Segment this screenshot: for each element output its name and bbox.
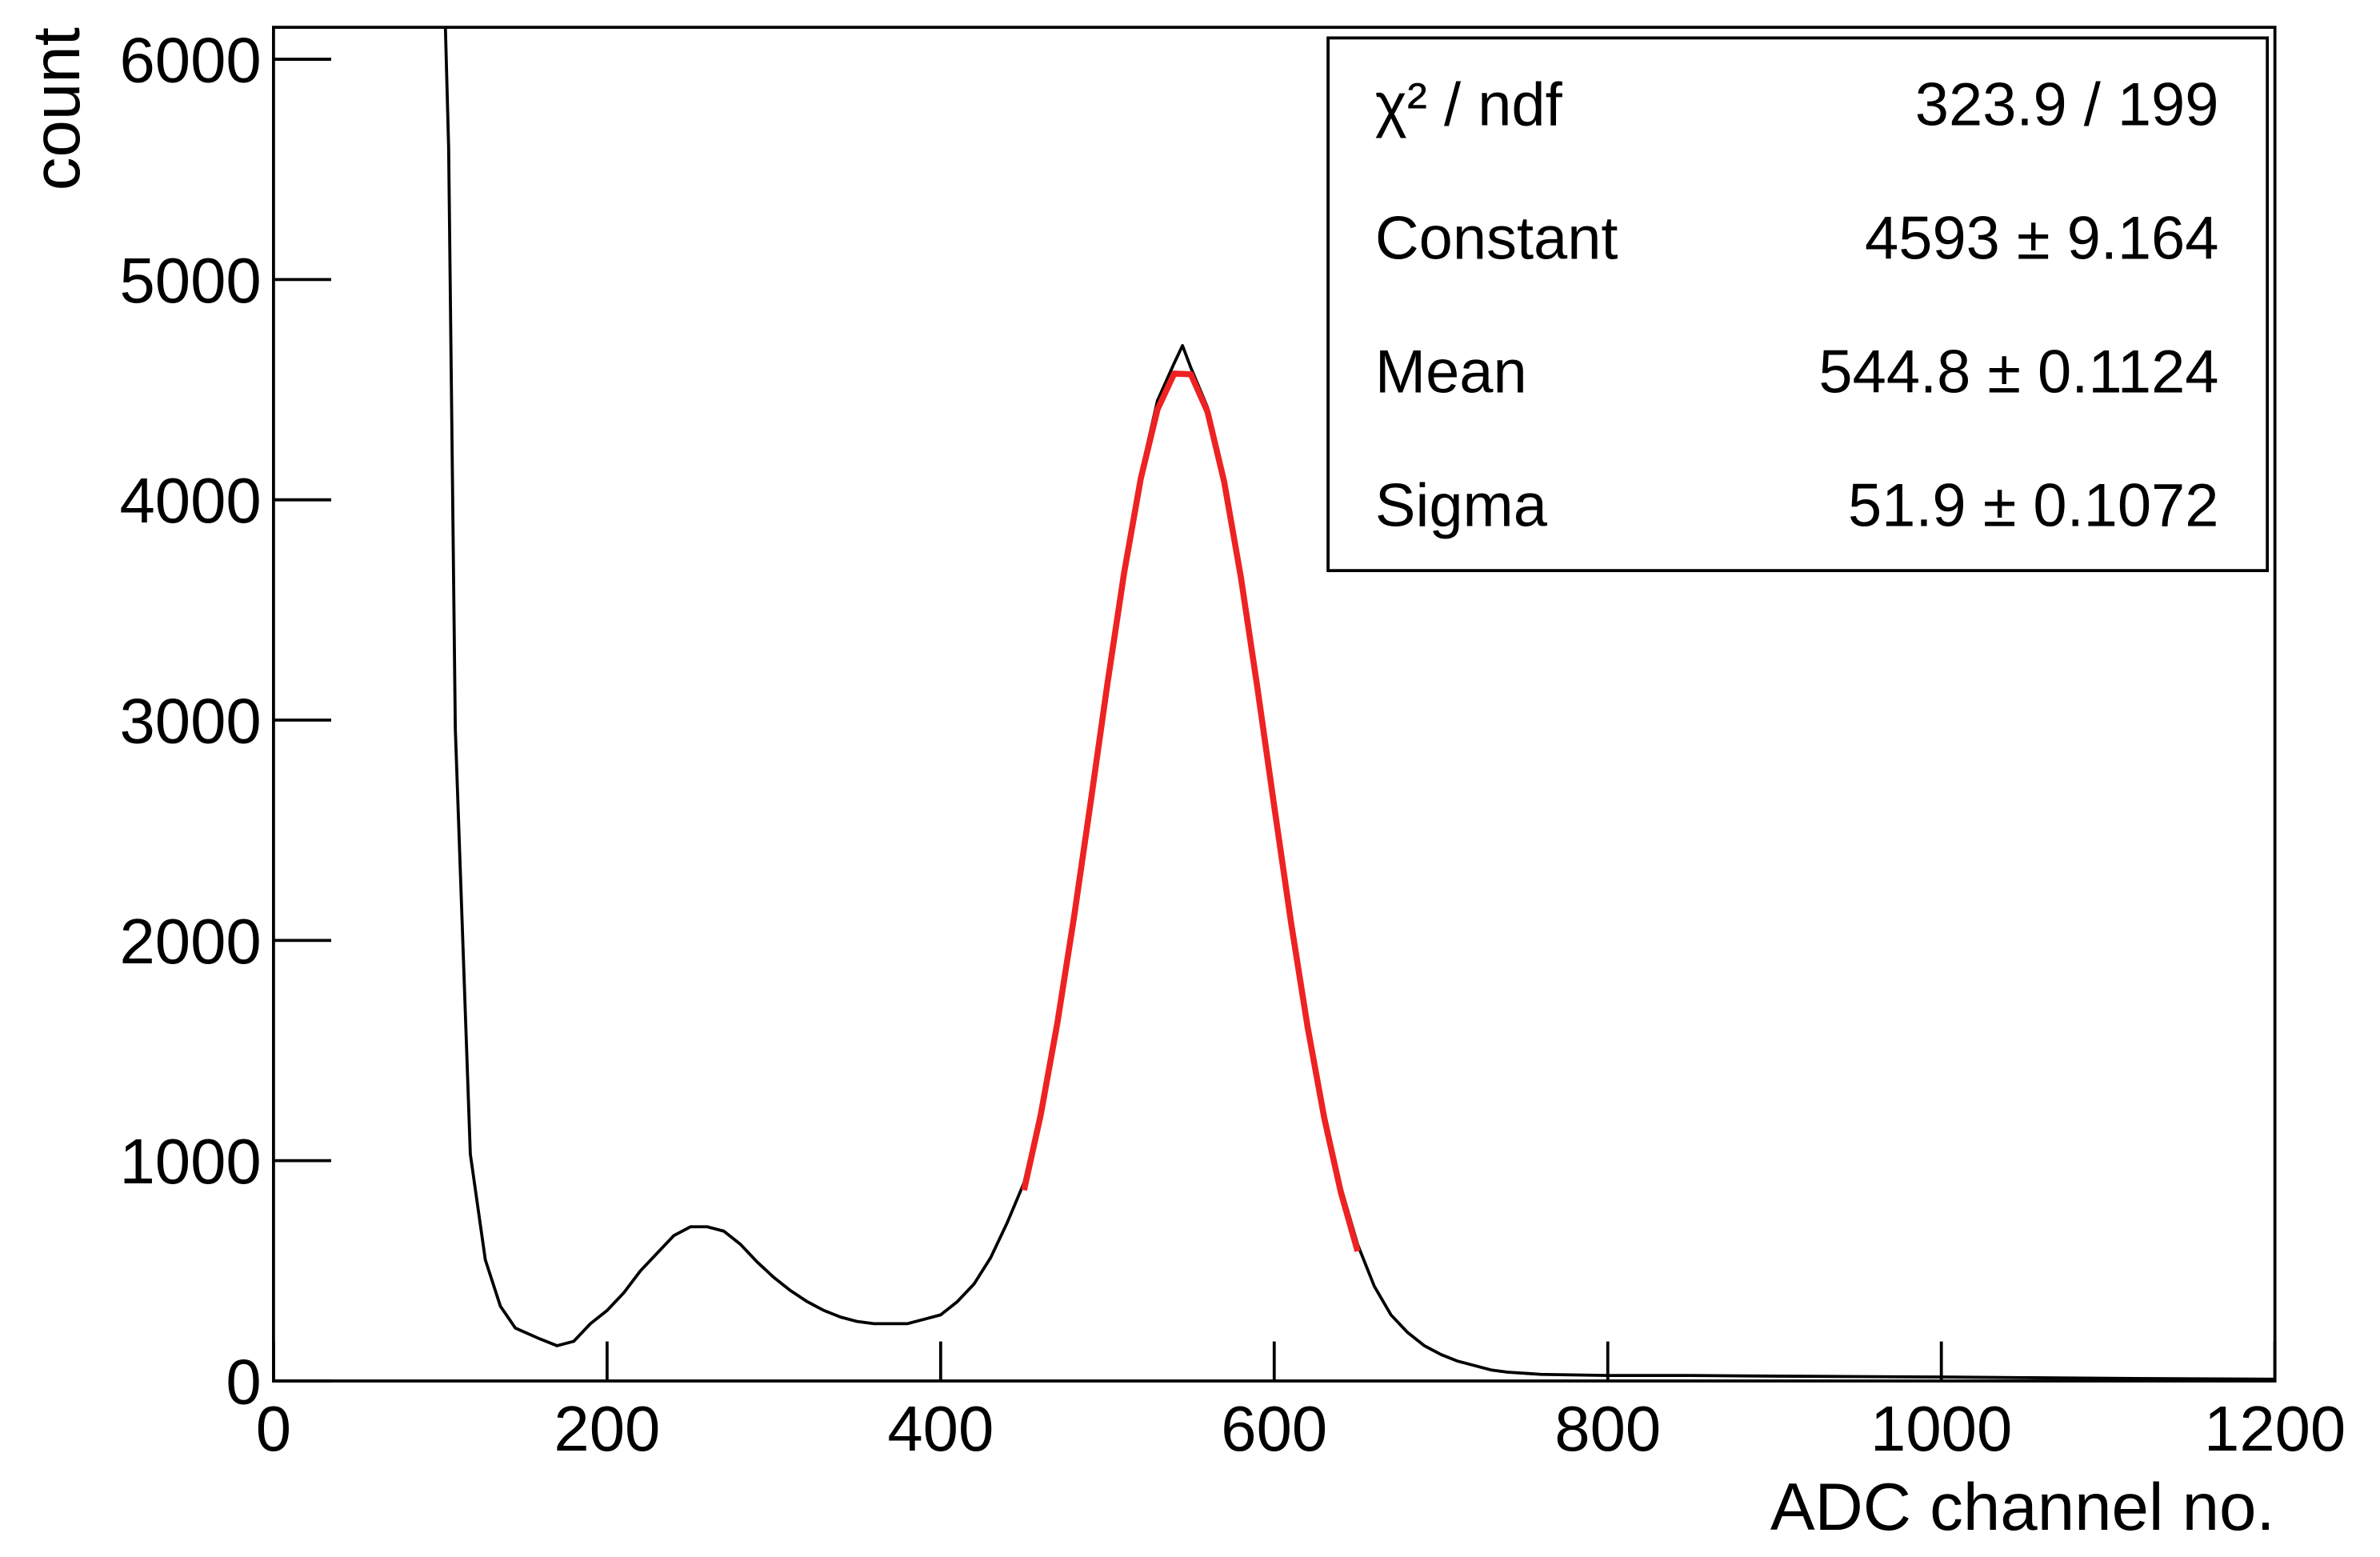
- y-tick-label: 6000: [120, 25, 262, 96]
- x-tick-label: 400: [887, 1393, 994, 1464]
- y-tick-label: 1000: [120, 1126, 262, 1197]
- plot-area: [443, 27, 2275, 1381]
- stat-value: 323.9 / 199: [1915, 71, 2219, 139]
- stat-label: Mean: [1375, 338, 1527, 406]
- x-tick-label: 1200: [2204, 1393, 2346, 1464]
- x-axis-label: ADC channel no.: [1770, 1469, 2275, 1544]
- stat-value: 4593 ± 9.164: [1865, 205, 2218, 273]
- stat-label: χ² / ndf: [1375, 71, 1563, 139]
- y-tick-label: 4000: [120, 465, 262, 536]
- y-axis-label: count: [18, 27, 94, 190]
- y-tick-label: 0: [226, 1346, 261, 1417]
- x-tick-label: 800: [1554, 1393, 1661, 1464]
- y-tick-label: 5000: [120, 245, 262, 316]
- x-tick-label: 1000: [1870, 1393, 2012, 1464]
- y-tick-label: 2000: [120, 906, 262, 977]
- stats-box: χ² / ndf 323.9 / 199 Constant 4593 ± 9.164 M…: [1326, 36, 2270, 573]
- x-tick-label: 600: [1221, 1393, 1327, 1464]
- fit-line: [1021, 370, 1361, 1252]
- y-tick-label: 3000: [120, 685, 262, 756]
- x-tick-label: 0: [256, 1393, 291, 1464]
- stat-label: Sigma: [1375, 471, 1548, 539]
- stat-value: 544.8 ± 0.1124: [1818, 338, 2218, 406]
- stat-value: 51.9 ± 0.1072: [1848, 471, 2218, 539]
- stats-frame: [1326, 36, 2270, 573]
- stat-label: Constant: [1375, 205, 1618, 273]
- x-tick-label: 200: [554, 1393, 660, 1464]
